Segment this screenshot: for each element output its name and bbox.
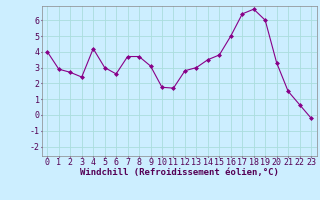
X-axis label: Windchill (Refroidissement éolien,°C): Windchill (Refroidissement éolien,°C) — [80, 168, 279, 177]
